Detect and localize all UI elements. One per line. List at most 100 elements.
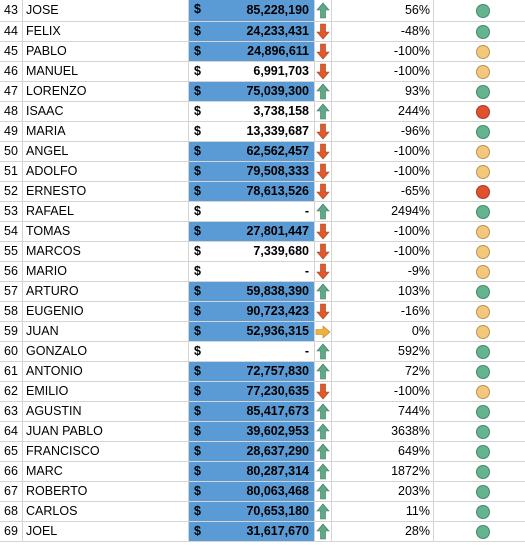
row-number[interactable]: 57 [0, 281, 23, 302]
status-cell[interactable] [433, 441, 525, 462]
row-number[interactable]: 56 [0, 261, 23, 282]
percent-cell[interactable]: 56% [331, 0, 434, 22]
row-number[interactable]: 63 [0, 401, 23, 422]
status-cell[interactable] [433, 381, 525, 402]
amount-cell[interactable]: $24,233,431 [188, 21, 315, 42]
status-cell[interactable] [433, 361, 525, 382]
trend-cell[interactable] [314, 201, 332, 222]
status-cell[interactable] [433, 101, 525, 122]
amount-cell[interactable]: $85,228,190 [188, 0, 315, 22]
percent-cell[interactable]: 744% [331, 401, 434, 422]
trend-cell[interactable] [314, 101, 332, 122]
status-cell[interactable] [433, 81, 525, 102]
trend-cell[interactable] [314, 341, 332, 362]
name-cell[interactable]: JOSE [22, 0, 189, 22]
status-cell[interactable] [433, 0, 525, 22]
status-cell[interactable] [433, 201, 525, 222]
status-cell[interactable] [433, 241, 525, 262]
amount-cell[interactable]: $80,287,314 [188, 461, 315, 482]
trend-cell[interactable] [314, 181, 332, 202]
percent-cell[interactable]: 2494% [331, 201, 434, 222]
name-cell[interactable]: ARTURO [22, 281, 189, 302]
name-cell[interactable]: JUAN PABLO [22, 421, 189, 442]
percent-cell[interactable]: 1872% [331, 461, 434, 482]
name-cell[interactable]: MANUEL [22, 61, 189, 82]
name-cell[interactable]: FELIX [22, 21, 189, 42]
amount-cell[interactable]: $90,723,423 [188, 301, 315, 322]
percent-cell[interactable]: 3638% [331, 421, 434, 442]
name-cell[interactable]: FRANCISCO [22, 441, 189, 462]
row-number[interactable]: 68 [0, 501, 23, 522]
status-cell[interactable] [433, 221, 525, 242]
trend-cell[interactable] [314, 301, 332, 322]
row-number[interactable]: 61 [0, 361, 23, 382]
amount-cell[interactable]: $7,339,680 [188, 241, 315, 262]
amount-cell[interactable]: $79,508,333 [188, 161, 315, 182]
name-cell[interactable]: MARIA [22, 121, 189, 142]
percent-cell[interactable]: 11% [331, 501, 434, 522]
name-cell[interactable]: JOEL [22, 521, 189, 542]
row-number[interactable]: 54 [0, 221, 23, 242]
status-cell[interactable] [433, 141, 525, 162]
status-cell[interactable] [433, 461, 525, 482]
amount-cell[interactable]: $27,801,447 [188, 221, 315, 242]
name-cell[interactable]: PABLO [22, 41, 189, 62]
row-number[interactable]: 62 [0, 381, 23, 402]
percent-cell[interactable]: -100% [331, 141, 434, 162]
status-cell[interactable] [433, 261, 525, 282]
row-number[interactable]: 66 [0, 461, 23, 482]
status-cell[interactable] [433, 341, 525, 362]
percent-cell[interactable]: 93% [331, 81, 434, 102]
name-cell[interactable]: MARIO [22, 261, 189, 282]
name-cell[interactable]: LORENZO [22, 81, 189, 102]
name-cell[interactable]: TOMAS [22, 221, 189, 242]
row-number[interactable]: 69 [0, 521, 23, 542]
row-number[interactable]: 52 [0, 181, 23, 202]
status-cell[interactable] [433, 421, 525, 442]
percent-cell[interactable]: -48% [331, 21, 434, 42]
status-cell[interactable] [433, 121, 525, 142]
name-cell[interactable]: ISAAC [22, 101, 189, 122]
status-cell[interactable] [433, 301, 525, 322]
status-cell[interactable] [433, 41, 525, 62]
amount-cell[interactable]: $80,063,468 [188, 481, 315, 502]
percent-cell[interactable]: -9% [331, 261, 434, 282]
trend-cell[interactable] [314, 281, 332, 302]
amount-cell[interactable]: $52,936,315 [188, 321, 315, 342]
amount-cell[interactable]: $85,417,673 [188, 401, 315, 422]
row-number[interactable]: 55 [0, 241, 23, 262]
percent-cell[interactable]: -100% [331, 41, 434, 62]
trend-cell[interactable] [314, 141, 332, 162]
percent-cell[interactable]: 0% [331, 321, 434, 342]
name-cell[interactable]: ADOLFO [22, 161, 189, 182]
row-number[interactable]: 47 [0, 81, 23, 102]
trend-cell[interactable] [314, 401, 332, 422]
row-number[interactable]: 49 [0, 121, 23, 142]
row-number[interactable]: 59 [0, 321, 23, 342]
name-cell[interactable]: MARCOS [22, 241, 189, 262]
amount-cell[interactable]: $24,896,611 [188, 41, 315, 62]
status-cell[interactable] [433, 161, 525, 182]
trend-cell[interactable] [314, 361, 332, 382]
percent-cell[interactable]: -100% [331, 61, 434, 82]
amount-cell[interactable]: $59,838,390 [188, 281, 315, 302]
percent-cell[interactable]: -65% [331, 181, 434, 202]
row-number[interactable]: 60 [0, 341, 23, 362]
row-number[interactable]: 64 [0, 421, 23, 442]
row-number[interactable]: 50 [0, 141, 23, 162]
trend-cell[interactable] [314, 161, 332, 182]
status-cell[interactable] [433, 181, 525, 202]
trend-cell[interactable] [314, 261, 332, 282]
status-cell[interactable] [433, 481, 525, 502]
name-cell[interactable]: JUAN [22, 321, 189, 342]
name-cell[interactable]: EMILIO [22, 381, 189, 402]
trend-cell[interactable] [314, 521, 332, 542]
trend-cell[interactable] [314, 81, 332, 102]
status-cell[interactable] [433, 501, 525, 522]
trend-cell[interactable] [314, 121, 332, 142]
trend-cell[interactable] [314, 221, 332, 242]
trend-cell[interactable] [314, 421, 332, 442]
amount-cell[interactable]: $78,613,526 [188, 181, 315, 202]
percent-cell[interactable]: -100% [331, 221, 434, 242]
